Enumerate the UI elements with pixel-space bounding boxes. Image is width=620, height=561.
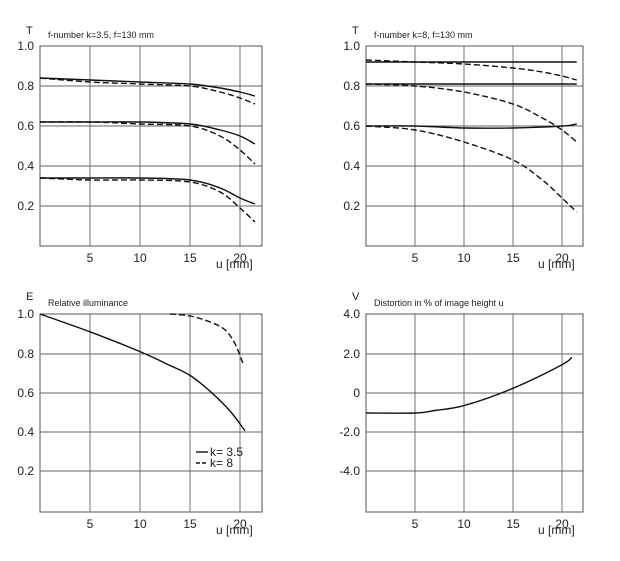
y-tick-label: 0.6 <box>17 119 34 133</box>
x-tick-label: 5 <box>412 251 419 265</box>
x-tick-label: 15 <box>183 251 197 265</box>
series-line-dashed <box>365 125 578 213</box>
x-tick-label: 20 <box>233 251 247 265</box>
y-axis-label: E <box>26 291 33 303</box>
x-tick-label: 20 <box>233 517 247 531</box>
y-tick-label: 0.2 <box>17 199 34 213</box>
x-tick-label: 10 <box>457 251 471 265</box>
chart-subtitle: f-number k=8, f=130 mm <box>374 30 473 40</box>
x-tick-label: 15 <box>506 517 520 531</box>
series-line-dashed <box>365 83 578 143</box>
series-line-dashed <box>365 59 577 81</box>
series-line-dashed <box>169 313 244 364</box>
chart-panel-1: 1.0 0.8 0.6 0.4 0.2 5 10 15 20 T f-number k=3.5, f… <box>17 25 263 271</box>
x-tick-label: 10 <box>457 517 471 531</box>
chart-panel-3: 1.0 0.8 0.6 0.4 0.2 5 10 15 20 E Relative illumina… <box>17 291 263 537</box>
y-axis-label: V <box>352 291 360 303</box>
y-tick-label: 0.4 <box>17 425 34 439</box>
y-axis-label: T <box>352 25 359 37</box>
x-tick-label: 5 <box>412 517 419 531</box>
legend-label: k= 8 <box>210 456 233 470</box>
series-line-dashed <box>39 121 256 165</box>
y-tick-label: 0.8 <box>17 347 34 361</box>
series-line-solid <box>365 356 573 414</box>
plot-frame <box>365 45 584 247</box>
y-tick-label: 4.0 <box>343 307 360 321</box>
y-axis-label: T <box>26 25 33 37</box>
x-axis-label: u [mm] <box>216 523 253 537</box>
y-tick-label: 0.8 <box>17 79 34 93</box>
y-tick-label: 0.4 <box>17 159 34 173</box>
x-tick-label: 5 <box>87 517 94 531</box>
chart-subtitle: Relative illuminance <box>48 298 128 308</box>
x-axis-label: u [mm] <box>538 523 575 537</box>
y-tick-label: -2.0 <box>339 425 360 439</box>
y-tick-label: 0.2 <box>17 464 34 478</box>
chart-subtitle: f-number k=3.5, f=130 mm <box>48 30 154 40</box>
x-tick-label: 15 <box>183 517 197 531</box>
y-tick-label: 0.8 <box>343 79 360 93</box>
chart-panel-2: 1.0 0.8 0.6 0.4 0.2 5 10 15 20 T f-number k=8, f=1… <box>343 25 584 271</box>
series-line-dashed <box>39 77 256 105</box>
y-tick-label: 0.2 <box>343 199 360 213</box>
x-tick-label: 15 <box>506 251 520 265</box>
y-tick-label: 2.0 <box>343 347 360 361</box>
y-tick-label: 0.4 <box>343 159 360 173</box>
x-tick-label: 5 <box>87 251 94 265</box>
series-line-solid <box>39 77 256 97</box>
x-tick-label: 20 <box>555 251 569 265</box>
series-line-solid <box>40 121 256 145</box>
chart-panel-4: 4.0 2.0 0 -2.0 -4.0 5 10 15 20 V Distortion in % o… <box>339 291 584 537</box>
chart-subtitle: Distortion in % of image height u <box>374 298 504 308</box>
x-axis-label: u [mm] <box>216 257 253 271</box>
y-tick-label: 1.0 <box>343 39 360 53</box>
plot-frame <box>39 313 263 513</box>
y-tick-label: 0 <box>353 386 360 400</box>
series-line-solid <box>40 177 256 205</box>
y-tick-label: 0.6 <box>17 386 34 400</box>
series-line-dashed <box>39 177 256 223</box>
series-line-solid <box>365 123 577 129</box>
y-tick-label: -4.0 <box>339 464 360 478</box>
legend-label: k= 3.5 <box>210 445 243 459</box>
x-tick-label: 20 <box>555 517 569 531</box>
plot-frame <box>39 45 263 247</box>
series-line-solid <box>39 313 246 432</box>
x-tick-label: 10 <box>133 517 147 531</box>
y-tick-label: 1.0 <box>17 307 34 321</box>
x-tick-label: 10 <box>133 251 147 265</box>
x-axis-label: u [mm] <box>538 257 575 271</box>
y-tick-label: 0.6 <box>343 119 360 133</box>
y-tick-label: 1.0 <box>17 39 34 53</box>
